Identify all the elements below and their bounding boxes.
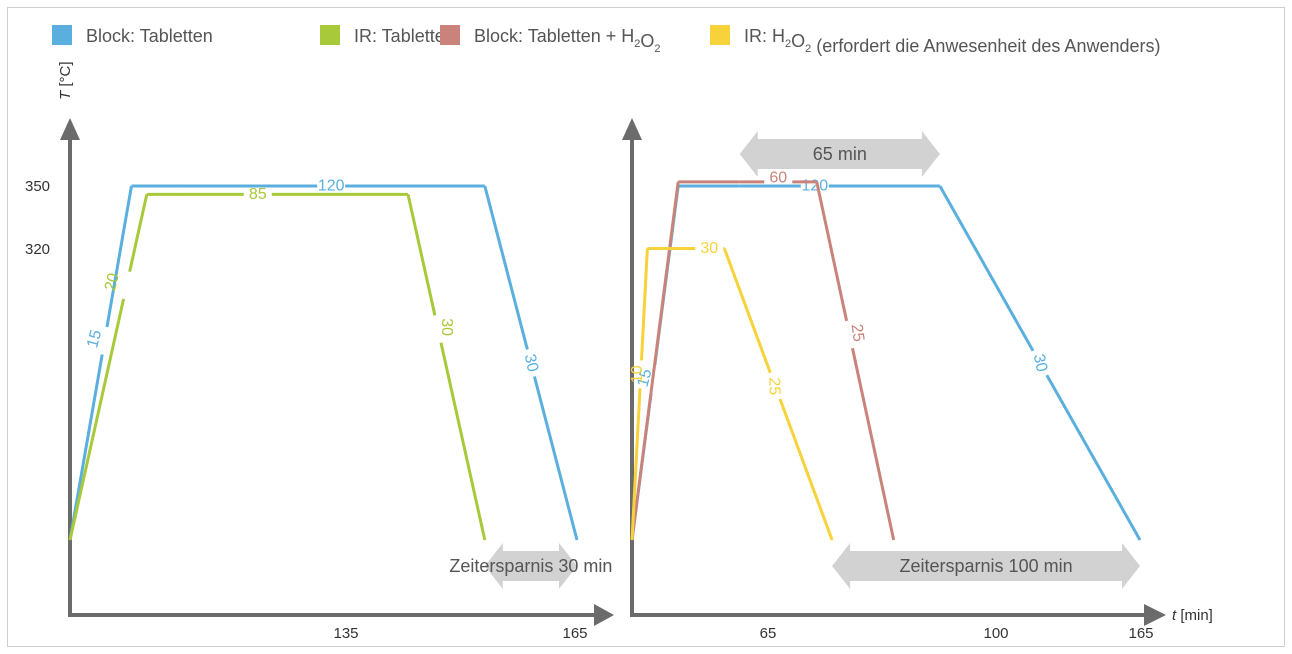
series-block_tabletten-p1-seg3b <box>1045 374 1142 541</box>
series-ir_h2o2-p1-seg0a <box>630 388 642 541</box>
left-y-axis-arrowhead <box>60 118 80 140</box>
legend-label-ir_tabletten: IR: Tabletten <box>354 26 455 46</box>
legend-label-block_tabletten: Block: Tabletten <box>86 26 213 46</box>
left-annotations: Zeitersparnis 30 min <box>449 543 612 589</box>
series-block_h2o2-p1-seg0 <box>630 181 680 541</box>
right-x-tick-100: 100 <box>983 625 1008 642</box>
right-x-axis-arrowhead <box>1144 604 1166 626</box>
label-block_tabletten-p1-2: 30 <box>1030 353 1050 374</box>
label-ir_h2o2-p1-2: 25 <box>766 377 783 395</box>
label-block_h2o2-p1-1: 25 <box>848 323 867 343</box>
series-ir_h2o2-p1-seg3b <box>778 398 834 541</box>
right-annotations: 65 min Zeitersparnis 100 min <box>739 131 1140 589</box>
legend-swatch-ir_h2o2 <box>710 25 730 45</box>
chart-frame <box>7 7 1285 647</box>
y-tick-320: 320 <box>25 241 50 258</box>
right-panel: t [min] 65 100 165 15 120 30 60 25 10 30 25 65 … <box>622 118 1213 642</box>
series-ir_h2o2-p1-seg3a <box>722 247 772 374</box>
series-ir_h2o2-p1-seg0b <box>639 248 649 361</box>
annotation-text-p0-0: Zeitersparnis 30 min <box>449 556 612 576</box>
annotation-arrow-p1-0 <box>739 131 940 177</box>
annotation-text-p1-0: 65 min <box>813 144 867 164</box>
series-block_tabletten-p1-seg3a <box>938 185 1035 352</box>
series-block_h2o2-p1-seg3b <box>851 347 896 541</box>
annotation-text-p1-1: Zeitersparnis 100 min <box>900 556 1073 576</box>
left-panel: T [°C] 350 320 135 165 15 120 30 20 85 30 Zei… <box>25 61 614 642</box>
label-block_h2o2-p1-0: 60 <box>769 169 787 186</box>
right-series: 15 120 30 60 25 10 30 25 <box>629 169 1142 541</box>
right-x-tick-165: 165 <box>1128 625 1153 642</box>
left-x-axis-arrowhead <box>594 604 614 626</box>
label-ir_tabletten-p0-1: 85 <box>249 186 267 203</box>
series-block_tabletten-p0-seg0b <box>105 185 133 328</box>
series-ir_tabletten-p0-seg3a <box>406 194 437 316</box>
legend-swatch-block_tabletten <box>52 25 72 45</box>
y-axis-title: T [°C] <box>57 61 74 100</box>
legend-swatch-block_h2o2 <box>440 25 460 45</box>
left-series: 15 120 30 20 85 30 <box>68 178 579 541</box>
y-tick-350: 350 <box>25 178 50 195</box>
series-block_h2o2-p1-seg3a <box>815 181 849 322</box>
left-x-tick-165: 165 <box>562 625 587 642</box>
annotation-arrow-p0-0 <box>484 543 577 589</box>
left-x-tick-135: 135 <box>333 625 358 642</box>
label-block_tabletten-p0-0: 15 <box>84 328 105 350</box>
label-ir_h2o2-p1-0: 10 <box>629 365 646 383</box>
legend-swatch-ir_tabletten <box>320 25 340 45</box>
annotation-arrow-p1-1 <box>832 543 1140 589</box>
label-ir_h2o2-p1-1: 30 <box>700 240 718 257</box>
series-ir_tabletten-p0-seg0b <box>128 194 149 272</box>
label-block_tabletten-p0-1: 120 <box>318 178 345 195</box>
series-ir_tabletten-p0-seg0a <box>68 298 126 541</box>
right-x-tick-65: 65 <box>760 625 777 642</box>
right-y-axis-arrowhead <box>622 118 642 140</box>
legend-label-block_h2o2: Block: Tabletten + H2O2 <box>474 26 661 55</box>
label-ir_tabletten-p0-0: 20 <box>102 271 123 293</box>
label-ir_tabletten-p0-2: 30 <box>438 318 455 336</box>
legend-label-ir_h2o2: IR: H2O2 (erfordert die Anwesenheit des … <box>744 26 1160 56</box>
series-block_tabletten-p0-seg3a <box>483 185 529 350</box>
series-block_tabletten-p0-seg3b <box>532 376 579 541</box>
label-block_tabletten-p1-1: 120 <box>801 178 828 195</box>
x-axis-title: t [min] <box>1172 607 1213 624</box>
series-ir_tabletten-p0-seg3b <box>439 342 487 541</box>
legend: Block: Tabletten IR: Tabletten Block: Tabl… <box>52 25 1160 56</box>
label-block_tabletten-p1-0: 15 <box>635 367 656 389</box>
label-block_tabletten-p0-2: 30 <box>521 353 541 374</box>
